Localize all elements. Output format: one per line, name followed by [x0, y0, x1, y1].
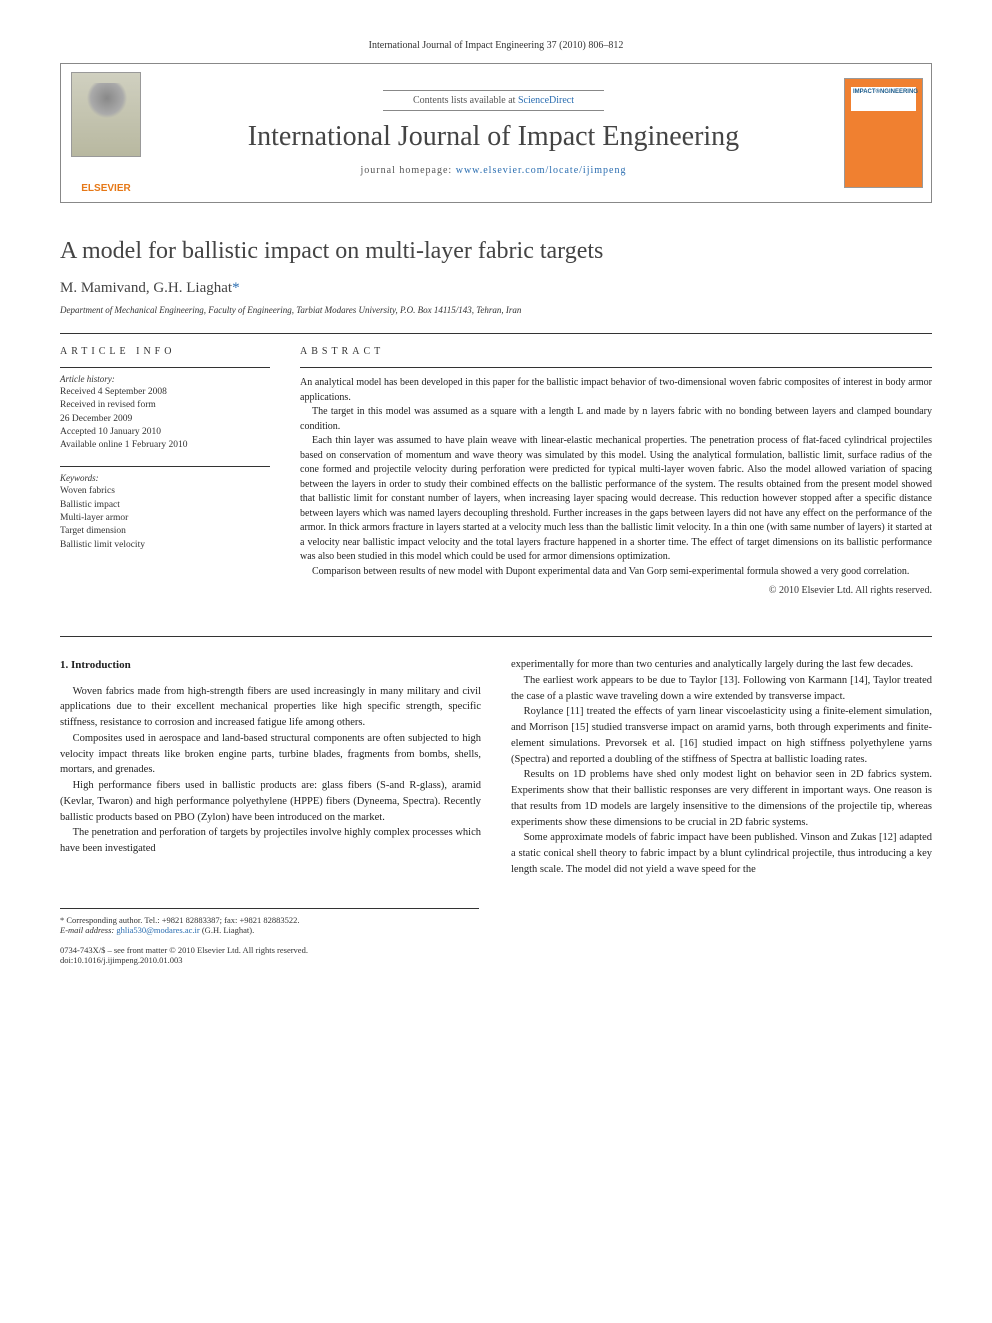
authors-line: M. Mamivand, G.H. Liaghat* [60, 280, 932, 297]
homepage-prefix: journal homepage: [361, 165, 456, 176]
body-paragraph: Woven fabrics made from high-strength fi… [60, 684, 481, 731]
history-line: Accepted 10 January 2010 [60, 426, 270, 439]
homepage-link[interactable]: www.elsevier.com/locate/ijimpeng [456, 165, 627, 176]
keyword: Ballistic impact [60, 499, 270, 512]
body-two-column: 1. Introduction Woven fabrics made from … [60, 636, 932, 878]
history-label: Article history: [60, 374, 270, 384]
bottom-meta: 0734-743X/$ – see front matter © 2010 El… [60, 945, 479, 965]
corresponding-marker[interactable]: * [232, 280, 240, 296]
keyword: Multi-layer armor [60, 512, 270, 525]
history-block: Article history: Received 4 September 20… [60, 367, 270, 452]
affiliation: Department of Mechanical Engineering, Fa… [60, 305, 932, 315]
history-line: 26 December 2009 [60, 413, 270, 426]
elsevier-tree-icon [71, 72, 141, 157]
doi-line: doi:10.1016/j.ijimpeng.2010.01.003 [60, 955, 479, 965]
email-link[interactable]: ghlia530@modares.ac.ir [116, 925, 199, 935]
history-line: Received 4 September 2008 [60, 386, 270, 399]
issn-line: 0734-743X/$ – see front matter © 2010 El… [60, 945, 479, 955]
right-column: experimentally for more than two centuri… [511, 657, 932, 878]
abstract-paragraph: An analytical model has been developed i… [300, 376, 932, 405]
body-paragraph: High performance fibers used in ballisti… [60, 778, 481, 825]
article-info-label: ARTICLE INFO [60, 346, 270, 357]
cover-thumb-block [836, 64, 931, 202]
keyword: Target dimension [60, 525, 270, 538]
banner-center: Contents lists available at ScienceDirec… [151, 64, 836, 202]
body-paragraph: The earliest work appears to be due to T… [511, 673, 932, 705]
section-heading: 1. Introduction [60, 657, 481, 674]
homepage-line: journal homepage: www.elsevier.com/locat… [361, 165, 627, 176]
meta-abstract-row: ARTICLE INFO Article history: Received 4… [60, 333, 932, 596]
abstract-paragraph: Each thin layer was assumed to have plai… [300, 434, 932, 565]
corresponding-author-note: * Corresponding author. Tel.: +9821 8288… [60, 915, 479, 925]
publisher-block: ELSEVIER [61, 64, 151, 202]
authors-text: M. Mamivand, G.H. Liaghat [60, 280, 232, 296]
journal-title: International Journal of Impact Engineer… [248, 121, 739, 153]
journal-banner: ELSEVIER Contents lists available at Sci… [60, 63, 932, 203]
abstract-paragraph: The target in this model was assumed as … [300, 405, 932, 434]
abstract-label: ABSTRACT [300, 346, 932, 357]
contents-available-line: Contents lists available at ScienceDirec… [383, 90, 604, 111]
body-paragraph: experimentally for more than two centuri… [511, 657, 932, 673]
keyword: Woven fabrics [60, 485, 270, 498]
history-line: Available online 1 February 2010 [60, 439, 270, 452]
abstract-copyright: © 2010 Elsevier Ltd. All rights reserved… [300, 585, 932, 596]
publisher-label: ELSEVIER [81, 183, 130, 194]
abstract-column: ABSTRACT An analytical model has been de… [300, 346, 932, 596]
footnotes: * Corresponding author. Tel.: +9821 8288… [60, 908, 479, 935]
journal-cover-icon [844, 78, 923, 188]
keywords-block: Keywords: Woven fabrics Ballistic impact… [60, 466, 270, 551]
body-paragraph: The penetration and perforation of targe… [60, 825, 481, 857]
email-line: E-mail address: ghlia530@modares.ac.ir (… [60, 925, 479, 935]
abstract-text: An analytical model has been developed i… [300, 367, 932, 579]
body-paragraph: Results on 1D problems have shed only mo… [511, 767, 932, 830]
article-info-column: ARTICLE INFO Article history: Received 4… [60, 346, 270, 596]
left-column: 1. Introduction Woven fabrics made from … [60, 657, 481, 878]
sciencedirect-link[interactable]: ScienceDirect [518, 95, 574, 106]
contents-prefix: Contents lists available at [413, 95, 518, 106]
email-who: (G.H. Liaghat). [200, 925, 255, 935]
body-paragraph: Composites used in aerospace and land-ba… [60, 731, 481, 778]
keywords-label: Keywords: [60, 473, 270, 483]
journal-reference: International Journal of Impact Engineer… [60, 40, 932, 51]
body-paragraph: Roylance [11] treated the effects of yar… [511, 704, 932, 767]
keyword: Ballistic limit velocity [60, 539, 270, 552]
body-paragraph: Some approximate models of fabric impact… [511, 830, 932, 877]
article-title: A model for ballistic impact on multi-la… [60, 238, 932, 265]
history-line: Received in revised form [60, 399, 270, 412]
email-label: E-mail address: [60, 925, 116, 935]
abstract-paragraph: Comparison between results of new model … [300, 565, 932, 580]
